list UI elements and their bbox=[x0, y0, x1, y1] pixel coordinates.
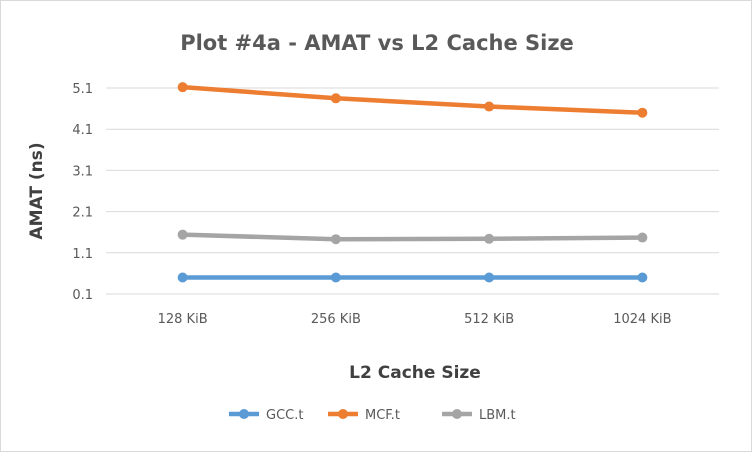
y-tick-label: 4.1 bbox=[72, 123, 93, 138]
x-tick-label: 512 KiB bbox=[464, 312, 514, 327]
series-1 bbox=[177, 82, 648, 118]
y-tick-label: 0.1 bbox=[72, 288, 93, 303]
legend-item: GCC.t bbox=[229, 408, 303, 423]
series-2 bbox=[177, 229, 648, 245]
data-point bbox=[484, 272, 495, 283]
y-tick-label: 1.1 bbox=[72, 247, 93, 262]
legend-item: LBM.t bbox=[442, 408, 516, 423]
data-point bbox=[177, 272, 188, 283]
series-line bbox=[180, 232, 645, 242]
series-0 bbox=[177, 272, 648, 283]
data-point bbox=[330, 272, 341, 283]
y-tick-label: 5.1 bbox=[72, 82, 93, 97]
data-point bbox=[637, 107, 648, 118]
data-point bbox=[484, 233, 495, 244]
x-tick-label: 128 KiB bbox=[158, 312, 208, 327]
data-point bbox=[177, 82, 188, 93]
data-point bbox=[177, 229, 188, 240]
data-point bbox=[330, 234, 341, 245]
series-line bbox=[180, 84, 645, 115]
data-point bbox=[330, 93, 341, 104]
chart-title: Plot #4a - AMAT vs L2 Cache Size bbox=[180, 31, 574, 55]
gridlines bbox=[106, 87, 719, 295]
legend-label: MCF.t bbox=[365, 408, 400, 423]
legend-label: LBM.t bbox=[479, 408, 516, 423]
y-axis-tick-labels: 0.1 1.1 2.1 3.1 4.1 5.1 bbox=[72, 82, 93, 303]
y-axis-title: AMAT (ns) bbox=[27, 142, 47, 239]
series-lines bbox=[177, 82, 648, 283]
legend-dot-marker bbox=[239, 409, 249, 419]
x-tick-label: 256 KiB bbox=[311, 312, 361, 327]
legend-dot-marker bbox=[338, 409, 348, 419]
data-point bbox=[484, 101, 495, 112]
x-tick-label: 1024 KiB bbox=[613, 312, 671, 327]
x-axis-tick-labels: 128 KiB 256 KiB 512 KiB 1024 KiB bbox=[158, 312, 672, 327]
legend-label: GCC.t bbox=[266, 408, 303, 423]
y-tick-label: 2.1 bbox=[72, 206, 93, 221]
legend: GCC.t MCF.t LBM.t bbox=[229, 408, 516, 423]
data-point bbox=[637, 272, 648, 283]
legend-item: MCF.t bbox=[328, 408, 400, 423]
x-axis-title: L2 Cache Size bbox=[349, 363, 481, 383]
data-point bbox=[637, 232, 648, 243]
legend-dot-marker bbox=[452, 409, 462, 419]
y-tick-label: 3.1 bbox=[72, 164, 93, 179]
